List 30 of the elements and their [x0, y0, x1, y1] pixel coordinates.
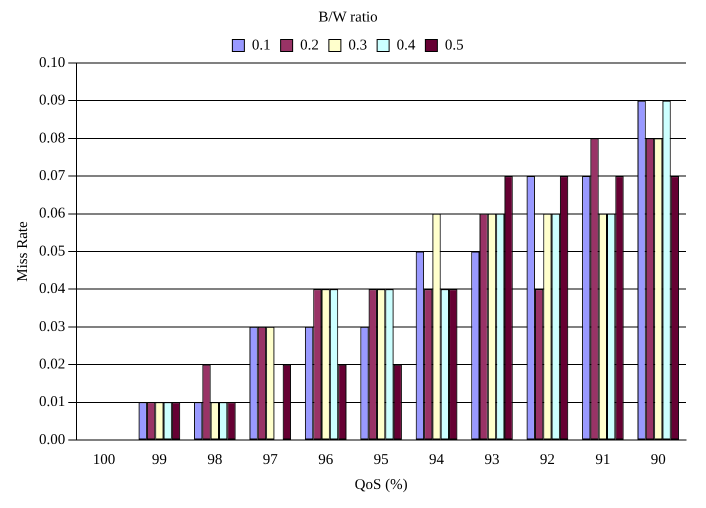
x-tick-label: 92: [540, 452, 555, 468]
y-tick-label: 0.02: [39, 356, 66, 373]
x-tick-label: 100: [92, 452, 116, 468]
legend-label: 0.1: [252, 37, 271, 54]
y-tick-label: 0.03: [39, 318, 66, 335]
y-axis-title: Miss Rate: [14, 220, 31, 282]
legend-label: 0.4: [396, 37, 416, 54]
x-tick-label: 93: [484, 452, 500, 468]
x-tick-label: 97: [262, 452, 278, 468]
legend-title: B/W ratio: [318, 9, 378, 26]
x-tick-label: 99: [152, 452, 167, 468]
legend-label: 0.2: [300, 37, 319, 54]
legend-label: 0.3: [348, 37, 368, 54]
y-tick-label: 0.10: [39, 54, 66, 71]
y-tick-label: 0.01: [39, 394, 66, 410]
y-tick-label: 0.05: [39, 243, 66, 260]
x-tick-label: 91: [595, 452, 610, 468]
x-tick-label: 95: [374, 452, 389, 468]
y-tick-label: 0.08: [39, 130, 66, 146]
x-tick-label: 96: [318, 452, 334, 468]
y-tick-label: 0.04: [39, 281, 66, 298]
y-tick-label: 0.06: [39, 206, 66, 222]
y-tick-label: 0.07: [39, 168, 66, 184]
x-tick-label: 94: [429, 452, 445, 468]
x-tick-label: 98: [207, 452, 222, 468]
legend-label: 0.5: [444, 37, 464, 54]
x-tick-label: 90: [650, 452, 666, 468]
y-tick-label: 0.09: [39, 92, 66, 109]
x-axis-title: QoS (%): [354, 476, 408, 493]
y-tick-label: 0.00: [39, 432, 66, 448]
